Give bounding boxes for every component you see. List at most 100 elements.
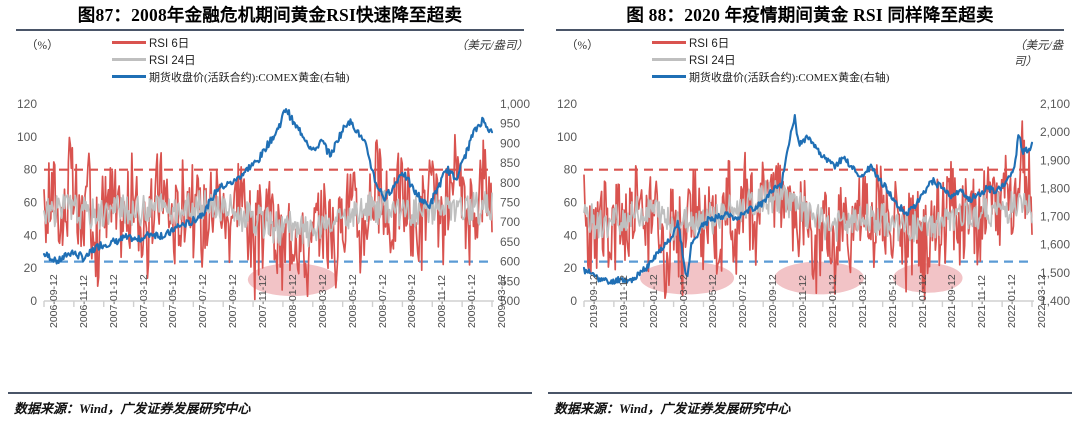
y2-axis-tick-label: 2,000 — [1040, 125, 1070, 139]
y-axis-tick-label: 60 — [564, 196, 578, 210]
legend-item[interactable]: RSI 24日 — [652, 51, 889, 68]
y2-axis-tick-label: 1,400 — [1040, 294, 1070, 308]
legend-item[interactable]: 期货收盘价(活跃合约):COMEX黄金(右轴) — [112, 68, 349, 85]
oversold-highlight-ellipse — [774, 261, 864, 295]
legend-color-swatch — [112, 41, 146, 44]
y2-axis-tick-label: 700 — [500, 215, 520, 229]
y2-axis-tick-label: 900 — [500, 136, 520, 150]
legend-item[interactable]: 期货收盘价(活跃合约):COMEX黄金(右轴) — [652, 68, 889, 85]
legend-color-swatch — [112, 58, 146, 61]
title-rule-left — [16, 29, 524, 31]
y-axis-tick-label: 80 — [24, 163, 38, 177]
x-axis-tick-label: 2009-03-12 — [496, 274, 508, 328]
y2-axis-tick-label: 1,900 — [1040, 153, 1070, 167]
x-axis-tick-label: 2021-07-12 — [916, 274, 929, 328]
y-axis-tick-label: 100 — [557, 130, 577, 144]
y2-axis-tick-label: 500 — [500, 294, 520, 308]
x-axis-tick-label: 2007-01-12 — [107, 274, 120, 328]
legend-row-right: （%） （美元/盎司） RSI 6日 RSI 24日期货收盘价(活跃合约):COM… — [540, 34, 1080, 96]
x-axis-tick-label: 2008-11-12 — [436, 275, 449, 328]
x-axis-tick-label: 2020-07-12 — [737, 274, 750, 328]
x-axis-tick-label: 2020-01-12 — [647, 274, 660, 328]
x-axis-tick-label: 2021-11-12 — [976, 275, 989, 328]
chart-legend-right: RSI 6日 RSI 24日期货收盘价(活跃合约):COMEX黄金(右轴) — [652, 34, 889, 85]
page-title-left: 图87：2008年金融危机期间黄金RSI快速降至超卖 — [77, 5, 463, 25]
data-series-line — [583, 179, 1033, 243]
data-series-line — [582, 114, 1034, 285]
y-axis-tick-label: 60 — [24, 196, 38, 210]
x-axis-tick-label: 2021-01-12 — [826, 274, 839, 328]
y-axis-tick-label: 20 — [24, 261, 38, 275]
x-axis-tick-label: 2021-03-12 — [856, 274, 869, 328]
figure-title-block-right: 图 88：2020 年疫情期间黄金 RSI 同样降至超卖 — [540, 0, 1080, 31]
x-axis-tick-label: 2007-05-12 — [167, 274, 180, 328]
legend-item-label: RSI 6日 — [149, 37, 190, 50]
chart-legend-left: RSI 6日 RSI 24日期货收盘价(活跃合约):COMEX黄金(右轴) — [112, 34, 349, 85]
x-axis-tick-label: 2020-05-12 — [707, 274, 720, 328]
y2-axis-unit-left: （美元/盎司） — [455, 40, 528, 52]
y2-axis-tick-label: 950 — [500, 117, 520, 131]
legend-item-label: 期货收盘价(活跃合约):COMEX黄金(右轴) — [149, 71, 350, 84]
figure-panel-left: 图87：2008年金融危机期间黄金RSI快速降至超卖 （%） （美元/盎司） R… — [0, 0, 540, 416]
legend-item-label: 期货收盘价(活跃合约):COMEX黄金(右轴) — [689, 71, 890, 84]
x-axis-tick-label: 2009-01-12 — [466, 274, 479, 328]
x-axis-tick-label: 2008-05-12 — [346, 274, 359, 328]
legend-color-swatch — [112, 75, 146, 78]
y2-axis-tick-label: 1,800 — [1040, 181, 1070, 195]
y2-axis-tick-label: 1,700 — [1040, 210, 1070, 224]
x-axis-tick-label: 2007-03-12 — [137, 274, 150, 328]
y-axis-unit-left: （%） — [26, 40, 59, 52]
oversold-highlight-ellipse — [247, 263, 338, 297]
y2-axis-tick-label: 850 — [500, 156, 520, 170]
data-series-line — [43, 189, 493, 248]
x-axis-tick-label: 2020-11-12 — [797, 275, 810, 328]
y2-axis-tick-label: 550 — [500, 274, 520, 288]
x-axis-tick-label: 2007-07-12 — [197, 274, 210, 328]
x-axis-tick-label: 2008-03-12 — [316, 274, 329, 328]
x-axis-tick-labels-left: 2006-09-12 2006-11-12 2007-01-12 2007-03-12… — [0, 274, 540, 406]
y-axis-tick-label: 20 — [564, 261, 578, 275]
x-axis-tick-label: 2019-09-12 — [588, 274, 600, 328]
y2-axis-tick-label: 800 — [500, 176, 520, 190]
x-axis-tick-label: 2008-07-12 — [376, 274, 389, 328]
y-axis-unit-right: （%） — [566, 40, 599, 52]
y2-axis-tick-label: 2,100 — [1040, 97, 1070, 111]
legend-row-left: （%） （美元/盎司） RSI 6日 RSI 24日期货收盘价(活跃合约):COM… — [0, 34, 540, 96]
source-note-left: 数据来源：Wind，广发证券发展研究中心 — [14, 401, 251, 416]
x-axis-tick-label: 2020-03-12 — [677, 274, 690, 328]
legend-color-swatch — [652, 41, 686, 44]
chart-svg-right: 0 20 40 60 80 100 120 1,400 1,500 1,600 1,700 1,800… — [557, 97, 1070, 308]
y2-axis-tick-label: 750 — [500, 196, 520, 210]
y2-axis-tick-label: 600 — [500, 255, 520, 269]
y2-axis-tick-label: 1,500 — [1040, 266, 1070, 280]
x-axis-tick-label: 2008-09-12 — [406, 274, 419, 328]
page-title-right: 图 88：2020 年疫情期间黄金 RSI 同样降至超卖 — [626, 5, 994, 25]
panel-divider — [540, 0, 541, 426]
legend-item[interactable]: RSI 24日 — [112, 51, 349, 68]
legend-item-label: RSI 24日 — [689, 54, 736, 67]
oversold-highlight-ellipse — [893, 263, 963, 293]
y-axis-tick-label: 120 — [17, 97, 37, 111]
legend-item[interactable]: RSI 6日 — [652, 34, 889, 51]
y2-axis-tick-label: 650 — [500, 235, 520, 249]
legend-item[interactable]: RSI 6日 — [112, 34, 349, 51]
x-axis-tick-labels-right: 2019-09-12 2019-11-12 2020-01-12 2020-03-12… — [540, 274, 1080, 406]
data-series-line — [583, 120, 1033, 302]
y2-axis-tick-label: 1,600 — [1040, 238, 1070, 252]
figure-panel-right: 图 88：2020 年疫情期间黄金 RSI 同样降至超卖 （%） （美元/盎司）… — [540, 0, 1080, 426]
x-axis-tick-label: 2007-11-12 — [257, 275, 270, 328]
x-axis-tick-label: 2022-03-12 — [1036, 274, 1048, 328]
y2-axis-tick-label: 1,000 — [500, 97, 530, 111]
y2-axis-unit-right: （美元/盎司） — [1014, 40, 1064, 68]
figure-title-block-left: 图87：2008年金融危机期间黄金RSI快速降至超卖 — [0, 0, 540, 31]
chart-plot-area-left: 0 20 40 60 80 100 120 500 550 600 650 700 750 800 850 9… — [0, 96, 540, 326]
x-axis-tick-label: 2019-11-12 — [617, 275, 630, 328]
chart-plot-area-right: 0 20 40 60 80 100 120 1,400 1,500 1,600 1,700 1,800… — [540, 96, 1080, 326]
y-axis-tick-label: 0 — [570, 294, 577, 308]
source-note-right: 数据来源：Wind，广发证券发展研究中心 — [554, 401, 791, 416]
y-axis-tick-label: 120 — [557, 97, 577, 111]
legend-item-label: RSI 24日 — [149, 54, 196, 67]
x-axis-tick-label: 2021-09-12 — [946, 274, 959, 328]
legend-item-label: RSI 6日 — [689, 37, 730, 50]
